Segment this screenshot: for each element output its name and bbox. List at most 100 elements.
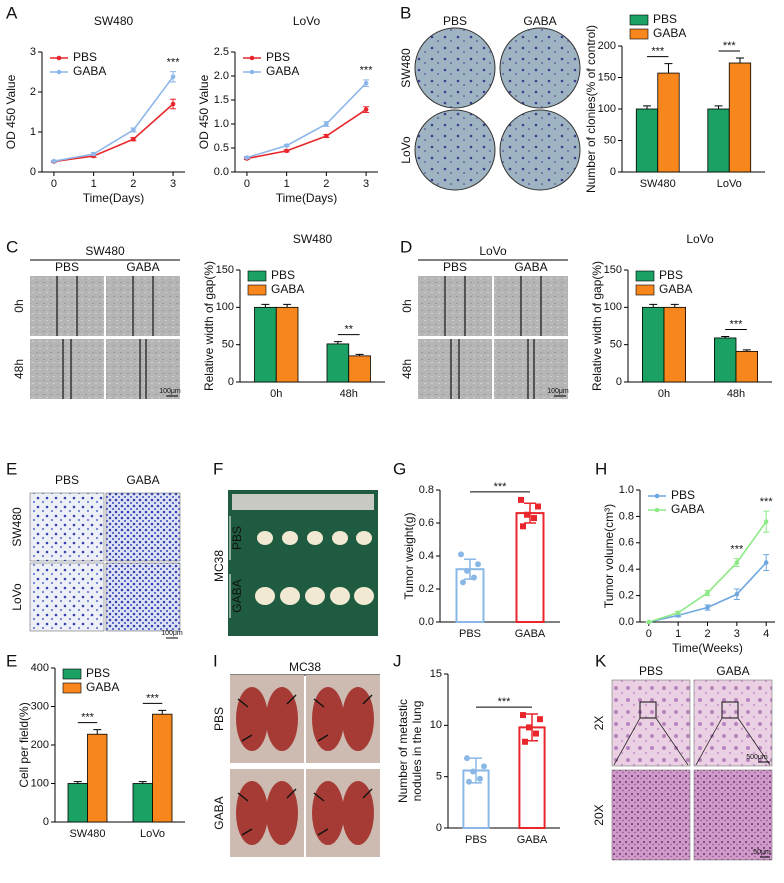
transwell-image	[105, 562, 181, 632]
bar	[87, 733, 108, 823]
wound-image	[106, 276, 180, 336]
y-tick-label: 2.5	[214, 46, 229, 58]
image-label: LoVo	[479, 244, 507, 258]
point	[705, 605, 710, 610]
legend-swatch	[56, 69, 62, 75]
y-tick-label: 0.5	[214, 142, 229, 154]
y-tick-label: 50	[610, 339, 622, 351]
he-image	[693, 679, 773, 767]
legend-swatch	[629, 28, 649, 40]
legend-label: GABA	[671, 502, 704, 516]
error-bar	[721, 335, 730, 338]
y-tick-label: 0	[610, 166, 616, 178]
point	[91, 151, 96, 157]
legend-swatch	[635, 270, 655, 282]
point	[131, 136, 136, 142]
scale-label: 100μm	[161, 630, 183, 637]
axis-label: Time(Days)	[276, 191, 338, 205]
lung	[342, 687, 374, 751]
y-tick-label: 1	[30, 126, 36, 138]
x-tick-label: 3	[363, 178, 369, 190]
scale-label: 100μm	[547, 388, 569, 395]
lung	[342, 781, 374, 845]
point	[734, 591, 740, 597]
image-label: 0h	[12, 299, 26, 312]
error-bar	[649, 303, 658, 308]
point	[526, 724, 532, 731]
axis-label: Relative width of gap(%)	[590, 261, 604, 391]
wound-image	[106, 339, 180, 399]
y-tick-label: 200	[31, 739, 49, 751]
y-tick-label: 0.0	[419, 616, 434, 628]
axis-label: nodules in the lung	[410, 701, 424, 802]
x-tick-label: GABA	[517, 834, 548, 846]
x-tick-label: 2	[704, 628, 710, 640]
image-label: PBS	[230, 526, 244, 550]
point	[170, 101, 176, 107]
bar	[348, 355, 371, 383]
point	[471, 574, 477, 581]
tumor	[255, 587, 275, 605]
panel-letter: D	[400, 237, 412, 256]
annotation: ***	[81, 712, 95, 724]
point	[520, 712, 526, 719]
annotation: ***	[146, 692, 160, 704]
panel-letter: I	[213, 651, 218, 670]
tumor	[280, 587, 300, 605]
wound-image	[494, 339, 568, 399]
y-tick-label: 0	[228, 376, 234, 388]
point	[763, 519, 769, 524]
error-bar	[664, 63, 673, 74]
legend-label: PBS	[73, 50, 97, 64]
legend-label: GABA	[653, 26, 686, 40]
y-tick-label: 150	[216, 264, 234, 276]
bar	[657, 72, 680, 173]
panel-letter: J	[393, 651, 402, 670]
point	[481, 763, 487, 770]
axis-label: Cell per field(%)	[17, 702, 31, 787]
wound-image	[30, 339, 104, 399]
arrow	[313, 694, 373, 742]
y-tick-label: 0.2	[619, 590, 634, 602]
error-bar	[158, 709, 167, 715]
x-tick-label: 1	[91, 178, 97, 190]
legend-swatch	[629, 14, 649, 26]
scale-label: 500μm	[746, 754, 768, 761]
zoom-line	[695, 717, 771, 766]
legend-swatch	[247, 284, 267, 296]
bar	[735, 350, 759, 383]
x-tick-label: 0	[51, 178, 57, 190]
series-line	[53, 103, 174, 163]
series-line	[246, 108, 367, 160]
chart-title: SW480	[293, 232, 333, 246]
tumor	[330, 587, 350, 605]
point	[531, 515, 537, 522]
y-tick-label: 400	[31, 662, 49, 674]
annotation: ***	[651, 46, 665, 58]
x-tick-label: SW480	[69, 828, 105, 840]
point	[363, 80, 369, 86]
zoom-box	[721, 701, 739, 719]
image-label: GABA	[523, 14, 556, 28]
tumor	[307, 531, 323, 545]
bar	[67, 783, 88, 823]
x-tick-label: 1	[675, 628, 681, 640]
annotation: ***	[494, 481, 508, 493]
point	[520, 523, 526, 530]
legend-swatch	[654, 493, 660, 499]
lung	[236, 687, 268, 751]
wound-image	[30, 276, 104, 336]
image-label: GABA	[126, 473, 159, 487]
y-tick-label: 0	[43, 816, 49, 828]
y-tick-label: 2.0	[214, 70, 229, 82]
image-label: PBS	[443, 260, 467, 274]
y-tick-label: 0.0	[214, 166, 229, 178]
y-tick-label: 50	[222, 339, 234, 351]
legend-label: GABA	[86, 680, 119, 694]
annotation: ***	[723, 40, 737, 52]
image-label: MC38	[212, 550, 226, 582]
x-tick-label: LoVo	[140, 828, 165, 840]
point	[537, 716, 543, 723]
image-label: SW480	[85, 244, 125, 258]
